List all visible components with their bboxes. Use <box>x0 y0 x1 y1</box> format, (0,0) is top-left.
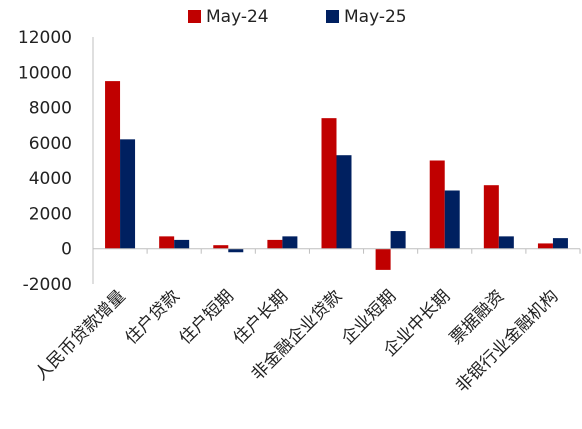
bar-May-25-6 <box>390 231 406 249</box>
bar-May-24-7 <box>429 160 445 249</box>
bar-May-24-8 <box>483 185 499 249</box>
bar-May-24-1 <box>105 81 121 249</box>
x-category-label: 住户短期 <box>176 286 238 348</box>
legend-label: May-25 <box>344 7 407 27</box>
bar-May-24-3 <box>213 245 229 249</box>
y-axis: 12000 10000 8000 6000 4000 2000 0 -2000 <box>18 28 94 295</box>
bar-May-25-8 <box>498 236 514 249</box>
y-tick-label: 6000 <box>29 134 72 154</box>
y-tick-label: 12000 <box>18 28 72 48</box>
x-axis: 人民币贷款增量住户贷款住户短期住户长期非金融企业贷款企业短期企业中长期票据融资非… <box>31 248 581 397</box>
bar-May-25-1 <box>120 139 136 249</box>
legend-label: May-24 <box>206 7 269 27</box>
bar-May-25-3 <box>228 248 244 253</box>
bar-May-24-2 <box>159 236 175 249</box>
bar-May-24-9 <box>537 243 553 249</box>
bar-May-25-2 <box>174 239 190 249</box>
y-tick-label: 0 <box>61 240 72 260</box>
y-tick-label: -2000 <box>23 275 72 295</box>
bar-May-24-4 <box>267 239 283 249</box>
bars <box>105 81 568 270</box>
bar-May-25-4 <box>282 236 298 249</box>
bar-May-25-5 <box>336 155 352 249</box>
y-tick-label: 10000 <box>18 63 72 83</box>
x-category-label: 住户贷款 <box>121 286 183 348</box>
y-tick-label: 4000 <box>29 169 72 189</box>
y-tick-label: 8000 <box>29 99 72 119</box>
bar-May-24-6 <box>375 248 391 270</box>
x-category-label: 人民币贷款增量 <box>31 286 129 384</box>
bar-May-24-5 <box>321 118 337 249</box>
legend-swatch-May-25 <box>326 10 339 23</box>
legend-swatch-May-24 <box>188 10 201 23</box>
x-category-label: 非银行业金融机构 <box>452 286 562 396</box>
bar-May-25-9 <box>552 238 568 249</box>
y-tick-label: 2000 <box>29 204 72 224</box>
legend: May-24 May-25 <box>188 7 407 27</box>
bar-May-25-7 <box>444 190 460 249</box>
